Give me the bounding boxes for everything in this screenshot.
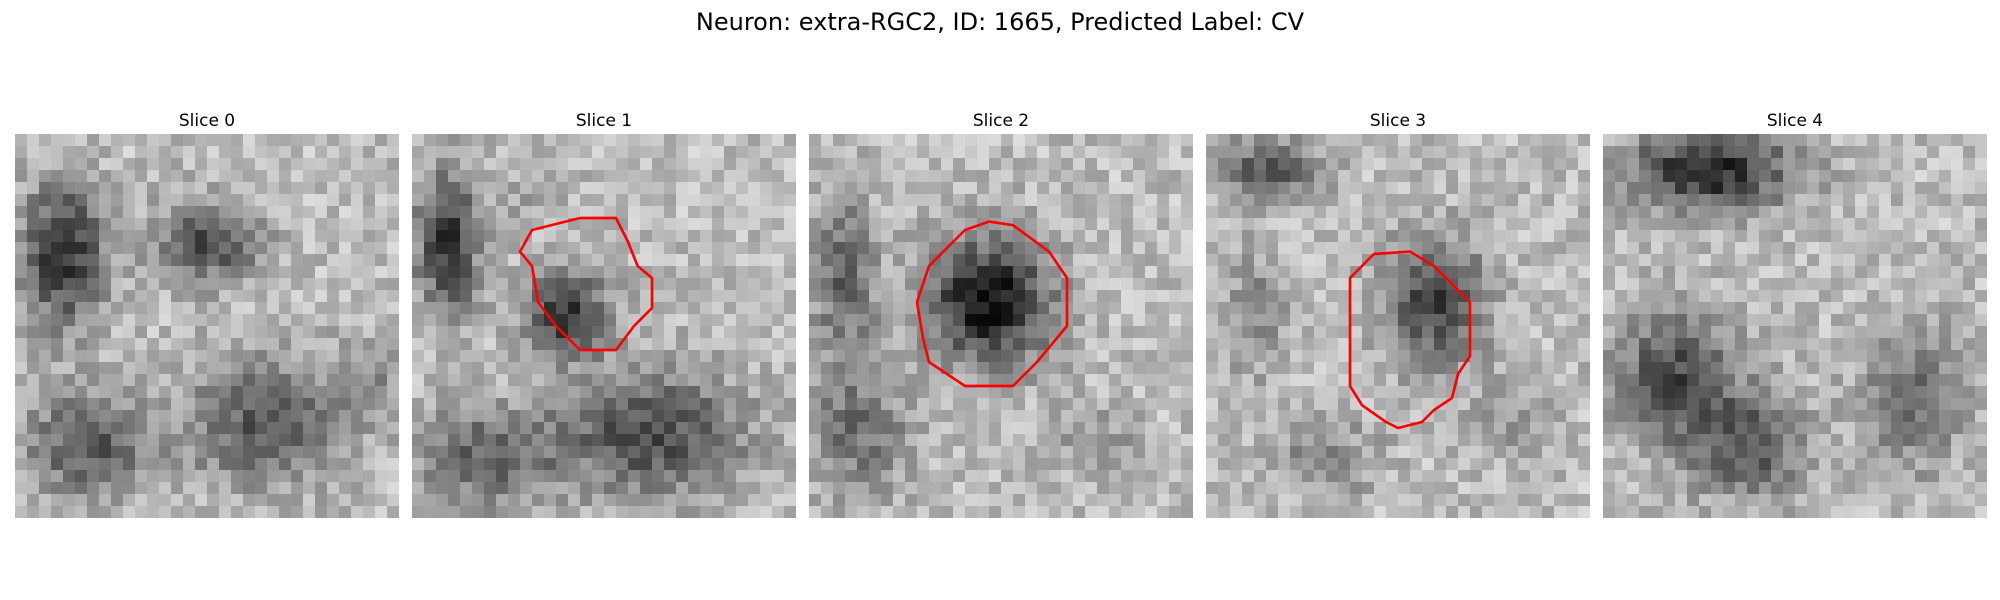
slice-title: Slice 0 xyxy=(178,111,236,131)
slice-title: Slice 2 xyxy=(972,111,1030,131)
slice-image xyxy=(412,134,796,518)
figure-title: Neuron: extra-RGC2, ID: 1665, Predicted … xyxy=(695,8,1305,36)
slice-image xyxy=(1206,134,1590,518)
roi-contour xyxy=(1348,250,1472,430)
roi-contour xyxy=(518,216,654,352)
slice-image xyxy=(809,134,1193,518)
slice-image xyxy=(1603,134,1987,518)
slice-title: Slice 1 xyxy=(575,111,633,131)
slice-title: Slice 3 xyxy=(1369,111,1427,131)
slice-title: Slice 4 xyxy=(1766,111,1824,131)
roi-contour xyxy=(915,220,1069,388)
slice-image xyxy=(15,134,399,518)
